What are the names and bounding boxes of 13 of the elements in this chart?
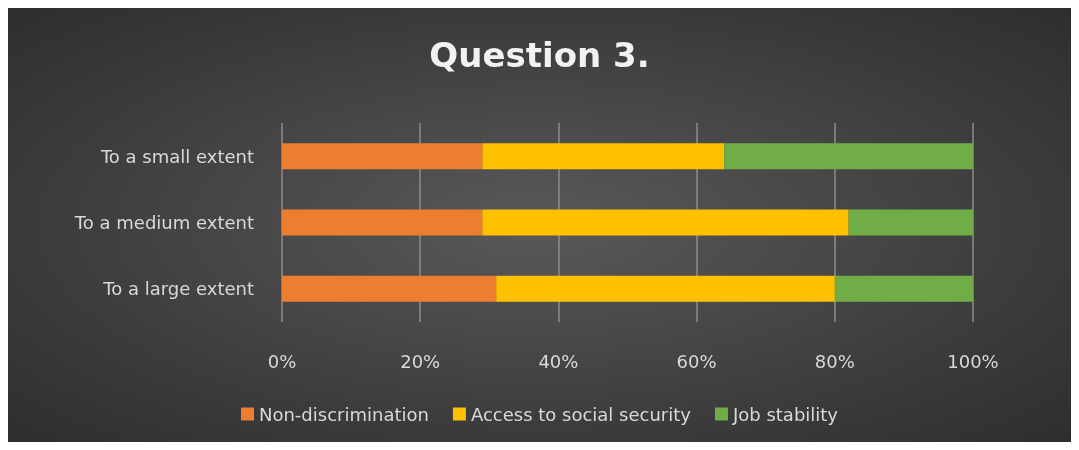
x-tick-label: 40% [538,350,579,372]
x-tick-label: 60% [676,350,717,372]
y-tick-label: To a small extent [99,145,254,167]
x-tick-label: 20% [400,350,441,372]
y-tick-label: To a medium extent [73,212,254,233]
legend-label: Job stability [731,403,839,425]
x-tick-label: 100% [947,350,999,372]
x-tick-label: 0% [267,350,297,372]
legend-label: Access to social security [470,403,692,425]
legend-label: Non-discrimination [258,403,429,425]
y-tick-label: To a large extent [102,278,254,300]
x-tick-label: 80% [814,350,855,372]
chart-title: Question 3. [429,35,650,75]
